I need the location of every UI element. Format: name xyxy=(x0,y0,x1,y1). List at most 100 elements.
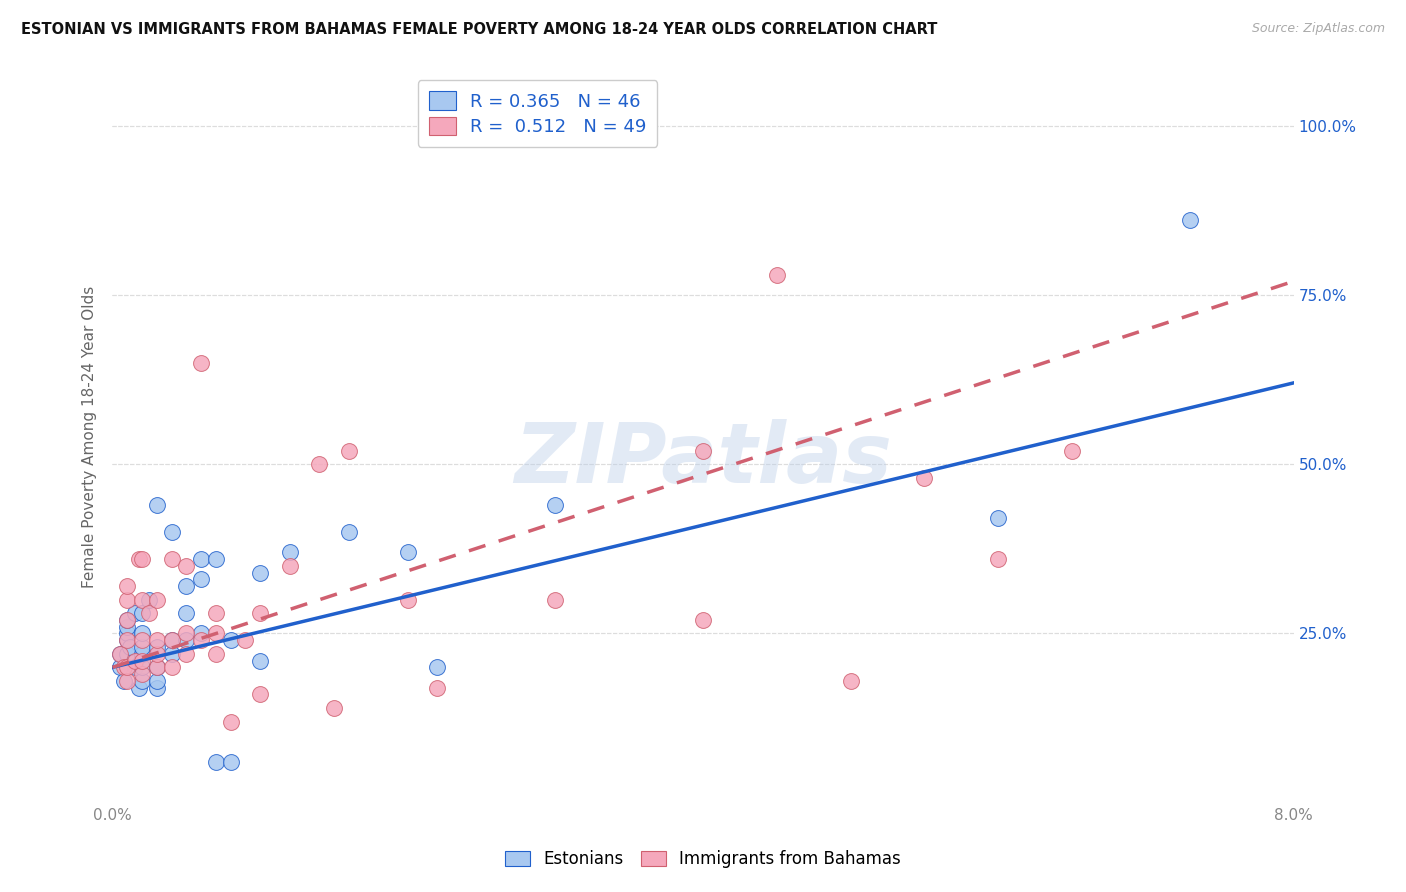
Point xyxy=(146,681,169,695)
Point xyxy=(987,511,1010,525)
Point xyxy=(131,654,153,668)
Point xyxy=(190,355,212,369)
Point xyxy=(131,592,153,607)
Text: ZIPatlas: ZIPatlas xyxy=(515,418,891,500)
Point xyxy=(544,592,567,607)
Point xyxy=(205,647,228,661)
Point xyxy=(544,498,567,512)
Point xyxy=(131,667,153,681)
Point xyxy=(108,647,131,661)
Point xyxy=(1178,213,1201,227)
Point xyxy=(128,681,150,695)
Point xyxy=(190,552,212,566)
Point xyxy=(117,579,138,593)
Point xyxy=(117,673,138,688)
Point xyxy=(117,620,138,634)
Point xyxy=(839,673,862,688)
Point xyxy=(219,714,242,729)
Point xyxy=(160,647,183,661)
Point xyxy=(117,633,138,648)
Point xyxy=(131,626,153,640)
Point xyxy=(174,579,197,593)
Point xyxy=(249,566,271,580)
Point xyxy=(174,633,197,648)
Point xyxy=(987,552,1010,566)
Point xyxy=(146,660,169,674)
Point xyxy=(205,755,228,769)
Point xyxy=(160,552,183,566)
Point xyxy=(1062,443,1084,458)
Legend: Estonians, Immigrants from Bahamas: Estonians, Immigrants from Bahamas xyxy=(499,844,907,875)
Point xyxy=(117,613,138,627)
Point xyxy=(337,443,360,458)
Point xyxy=(146,640,169,654)
Point xyxy=(190,626,212,640)
Point xyxy=(117,613,138,627)
Point xyxy=(112,673,135,688)
Point xyxy=(131,640,153,654)
Point xyxy=(131,606,153,620)
Point xyxy=(146,673,169,688)
Point xyxy=(124,654,146,668)
Point xyxy=(205,626,228,640)
Point xyxy=(914,471,936,485)
Point xyxy=(692,613,714,627)
Text: Source: ZipAtlas.com: Source: ZipAtlas.com xyxy=(1251,22,1385,36)
Point xyxy=(233,633,256,648)
Point xyxy=(146,498,169,512)
Point xyxy=(278,558,301,573)
Point xyxy=(124,606,146,620)
Point xyxy=(396,545,419,559)
Point xyxy=(117,633,138,648)
Point xyxy=(337,524,360,539)
Point xyxy=(205,606,228,620)
Point xyxy=(108,660,131,674)
Point xyxy=(190,572,212,586)
Point xyxy=(160,633,183,648)
Point xyxy=(131,552,153,566)
Point xyxy=(249,606,271,620)
Point xyxy=(117,592,138,607)
Point xyxy=(128,552,150,566)
Point xyxy=(146,647,169,661)
Point xyxy=(108,647,131,661)
Point xyxy=(160,633,183,648)
Point xyxy=(146,592,169,607)
Y-axis label: Female Poverty Among 18-24 Year Olds: Female Poverty Among 18-24 Year Olds xyxy=(82,286,97,588)
Text: ESTONIAN VS IMMIGRANTS FROM BAHAMAS FEMALE POVERTY AMONG 18-24 YEAR OLDS CORRELA: ESTONIAN VS IMMIGRANTS FROM BAHAMAS FEMA… xyxy=(21,22,938,37)
Point xyxy=(249,654,271,668)
Point xyxy=(117,660,138,674)
Point xyxy=(131,660,153,674)
Point xyxy=(146,660,169,674)
Point xyxy=(138,606,160,620)
Point xyxy=(396,592,419,607)
Point xyxy=(174,626,197,640)
Point xyxy=(131,647,153,661)
Point xyxy=(426,660,449,674)
Point xyxy=(131,633,153,648)
Point xyxy=(124,660,146,674)
Point xyxy=(120,640,142,654)
Point xyxy=(174,558,197,573)
Point xyxy=(219,633,242,648)
Point xyxy=(160,524,183,539)
Point xyxy=(278,545,301,559)
Point xyxy=(765,268,787,282)
Point xyxy=(138,592,160,607)
Point xyxy=(249,688,271,702)
Point xyxy=(112,660,135,674)
Point xyxy=(692,443,714,458)
Point xyxy=(205,552,228,566)
Point xyxy=(117,647,138,661)
Point xyxy=(174,647,197,661)
Legend: R = 0.365   N = 46, R =  0.512   N = 49: R = 0.365 N = 46, R = 0.512 N = 49 xyxy=(418,80,658,147)
Point xyxy=(131,673,153,688)
Point xyxy=(323,701,346,715)
Point xyxy=(426,681,449,695)
Point xyxy=(174,606,197,620)
Point xyxy=(117,626,138,640)
Point xyxy=(219,755,242,769)
Point xyxy=(190,633,212,648)
Point xyxy=(308,457,330,471)
Point xyxy=(146,633,169,648)
